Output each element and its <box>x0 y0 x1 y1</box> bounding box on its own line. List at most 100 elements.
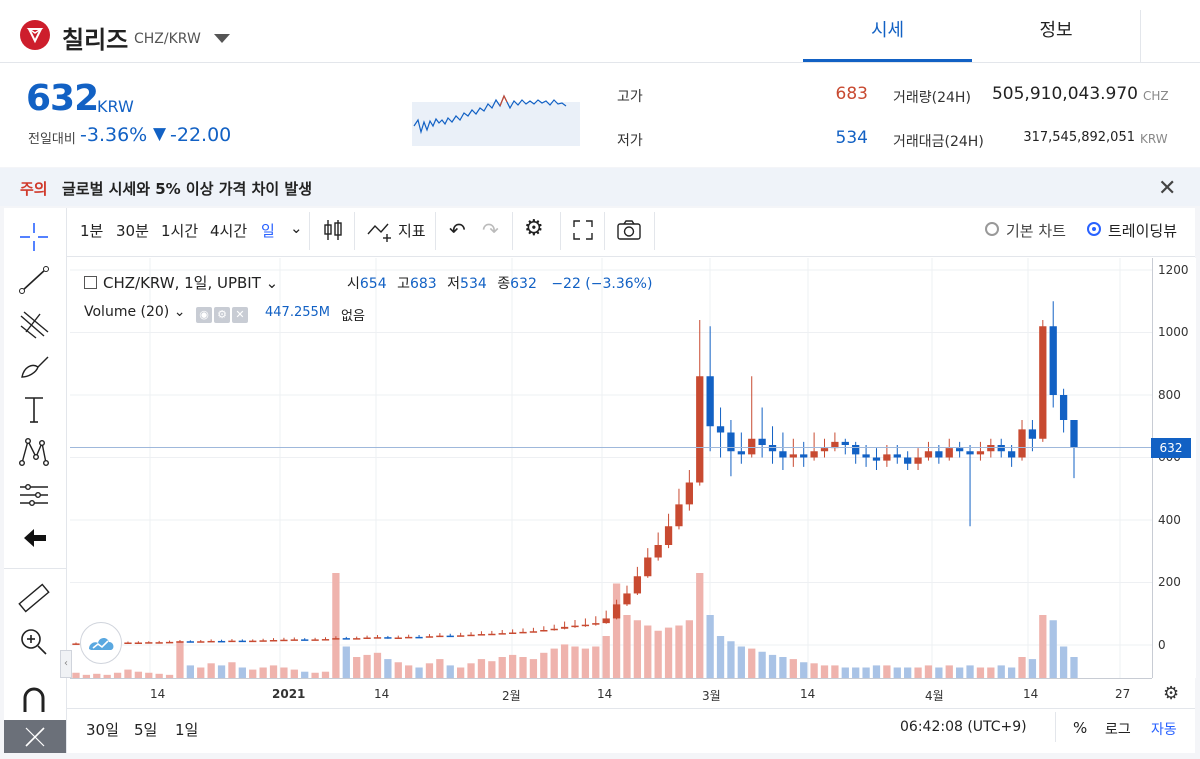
measure-icon[interactable] <box>16 478 54 514</box>
candle-body <box>560 626 569 629</box>
volume-study-label: Volume (20) <box>84 304 170 320</box>
interval-1h[interactable]: 1시간 <box>161 222 199 240</box>
candle-type-icon[interactable] <box>322 218 344 242</box>
time-axis[interactable] <box>70 678 1152 709</box>
volume-bar <box>883 665 891 678</box>
volume-bar <box>581 648 590 678</box>
volume-extra: 없음 <box>341 309 365 324</box>
volume-bar <box>685 620 693 678</box>
volume-bar <box>810 663 818 678</box>
tradingview-logo-icon[interactable] <box>80 622 122 664</box>
zoom-in-icon[interactable] <box>16 624 54 660</box>
volume-bar <box>103 674 111 678</box>
volume-bar <box>987 667 995 678</box>
x-tick-label: 3월 <box>702 689 721 703</box>
ohlc-readout: 시654 고683 저534 종632 −22 (−3.36%) <box>347 276 653 292</box>
eye-icon[interactable]: ◉ <box>196 307 212 323</box>
chiliz-logo-icon <box>20 20 50 50</box>
volume-bar <box>800 662 808 678</box>
volume-bar <box>134 671 143 678</box>
volume-unit: CHZ <box>1143 89 1169 103</box>
camera-icon[interactable] <box>616 219 642 241</box>
volume-bar <box>768 654 777 678</box>
interval-1d[interactable]: 일 <box>261 222 275 240</box>
volume-bar <box>1028 659 1037 678</box>
trend-line-icon[interactable] <box>16 263 54 299</box>
radio-tradingview[interactable] <box>1087 222 1101 236</box>
candle-body <box>935 451 943 458</box>
crosshair-icon[interactable] <box>16 220 54 256</box>
radio-basic-chart[interactable] <box>985 222 999 236</box>
candle-body <box>186 641 194 643</box>
range-30d[interactable]: 30일 <box>86 721 119 739</box>
y-tick-label: 1200 <box>1158 263 1189 277</box>
close-icon[interactable]: ✕ <box>232 307 248 323</box>
candle-body <box>1070 420 1078 448</box>
interval-30m[interactable]: 30분 <box>116 222 149 240</box>
candle-body <box>602 618 610 624</box>
indicator-icon[interactable] <box>366 220 396 242</box>
x-tick-label: 14 <box>374 687 390 701</box>
range-1d[interactable]: 1일 <box>175 721 199 739</box>
chevron-down-icon[interactable]: ⌄ <box>169 304 186 320</box>
redo-icon[interactable]: ↷ <box>482 218 499 242</box>
ruler-icon[interactable] <box>16 581 54 617</box>
volume-bar <box>207 663 215 678</box>
magnet-icon[interactable] <box>16 682 54 718</box>
candle-body <box>529 631 538 633</box>
arrow-left-icon[interactable] <box>16 521 54 557</box>
collapse-icon[interactable] <box>84 276 97 289</box>
volume-bar <box>93 673 101 678</box>
fullscreen-icon[interactable] <box>572 219 594 241</box>
text-tool-icon[interactable] <box>16 392 54 428</box>
volume-legend[interactable]: Volume (20) ⌄ <box>84 304 185 320</box>
divider <box>604 212 605 250</box>
chevron-down-icon[interactable]: ⌄ <box>290 219 303 237</box>
log-toggle[interactable]: 로그 <box>1105 722 1131 738</box>
undo-icon[interactable]: ↶ <box>449 218 466 242</box>
interval-1m[interactable]: 1분 <box>80 222 104 240</box>
chart-area <box>67 208 1195 753</box>
candle-body <box>633 576 642 594</box>
volume-bar <box>779 657 787 678</box>
hide-drawings-icon[interactable] <box>4 720 66 753</box>
range-5d[interactable]: 5일 <box>134 721 158 739</box>
panel-collapse-handle[interactable]: ‹ <box>60 650 72 678</box>
close-value: 632 <box>510 276 537 292</box>
chevron-down-icon[interactable]: ⌄ <box>260 274 279 292</box>
legend-symbol[interactable]: CHZ/KRW, 1일, UPBIT ⌄ <box>84 272 278 293</box>
x-tick-label: 14 <box>150 687 166 701</box>
pattern-icon[interactable] <box>16 435 54 471</box>
interval-4h[interactable]: 4시간 <box>210 222 248 240</box>
pitchfork-icon[interactable] <box>16 306 54 342</box>
candle-body <box>394 637 402 639</box>
gear-icon[interactable]: ⚙ <box>214 307 230 323</box>
candlestick-chart[interactable] <box>70 258 1152 678</box>
volume-bar <box>238 667 246 678</box>
amount-unit: KRW <box>1140 132 1168 146</box>
clock[interactable]: 06:42:08 (UTC+9) <box>900 719 1027 735</box>
auto-scale-toggle[interactable]: 자동 <box>1151 722 1177 738</box>
percent-toggle[interactable]: % <box>1073 719 1088 737</box>
tab-info[interactable]: 정보 <box>1039 20 1073 41</box>
volume-bar <box>353 657 361 678</box>
candle-body <box>820 448 829 452</box>
chevron-down-icon[interactable] <box>214 34 230 43</box>
volume-bar <box>405 665 413 678</box>
candle-body <box>664 526 673 545</box>
brush-icon[interactable] <box>16 349 54 385</box>
axis-settings-icon[interactable]: ⚙ <box>1163 683 1180 704</box>
view-tradingview-label[interactable]: 트레이딩뷰 <box>1108 222 1178 240</box>
price-axis[interactable] <box>1152 258 1196 678</box>
candle-body <box>550 628 558 631</box>
view-basic-label[interactable]: 기본 차트 <box>1006 222 1066 240</box>
close-icon[interactable]: ✕ <box>1158 176 1177 201</box>
volume-bar <box>217 665 226 678</box>
price-summary-panel <box>0 63 1200 167</box>
volume-bar <box>186 665 194 678</box>
indicator-button[interactable]: 지표 <box>398 222 426 240</box>
tab-price[interactable]: 시세 <box>803 0 972 62</box>
x-tick-label: 4월 <box>925 689 944 703</box>
settings-gear-icon[interactable]: ⚙ <box>524 216 544 241</box>
candle-body <box>623 593 631 605</box>
